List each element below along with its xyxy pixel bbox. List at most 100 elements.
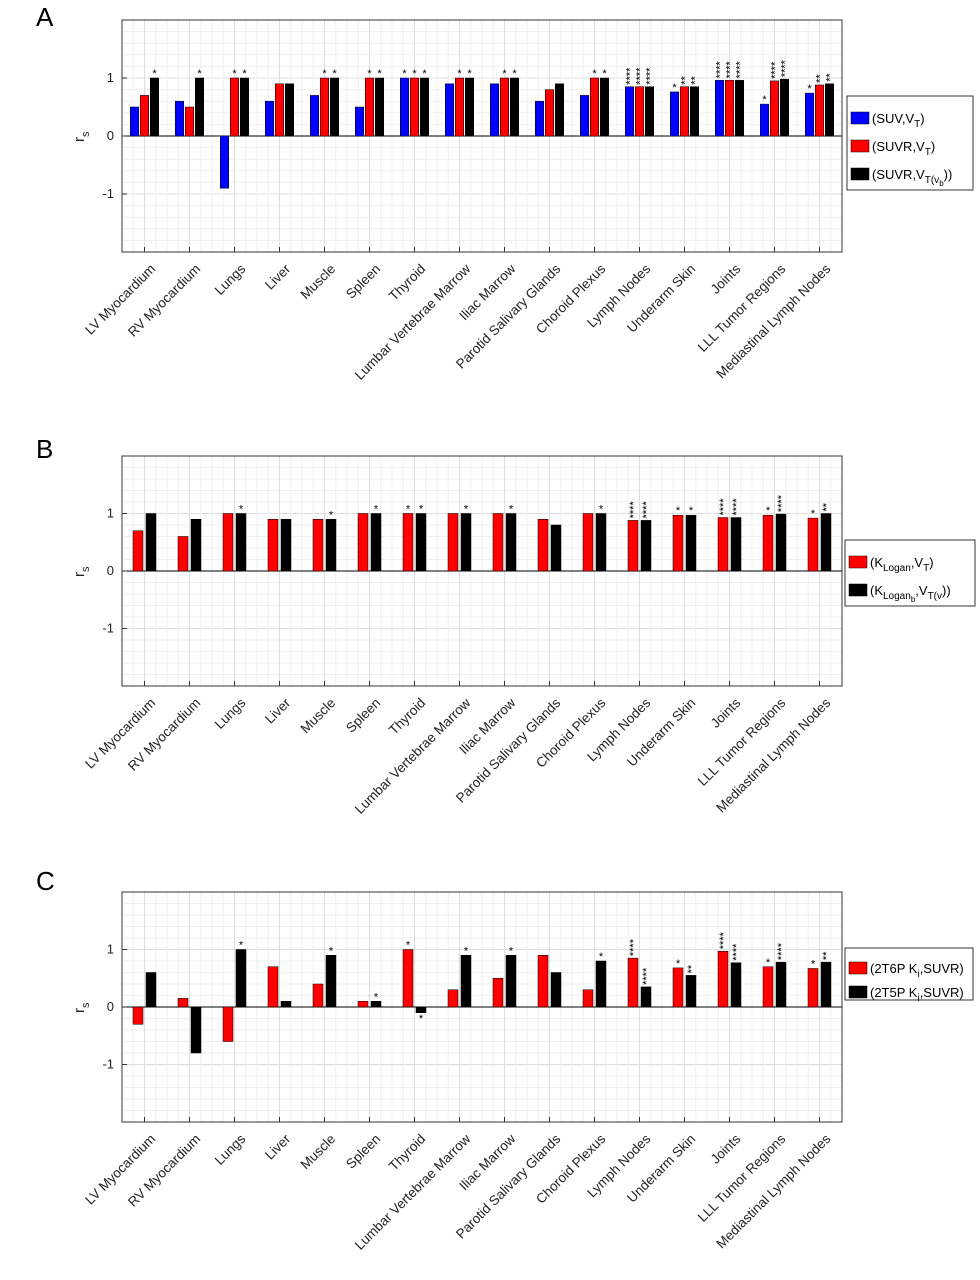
bar xyxy=(595,513,607,572)
bar xyxy=(177,536,189,572)
bar xyxy=(265,100,274,137)
bar xyxy=(420,77,429,137)
bar xyxy=(355,106,364,137)
bar xyxy=(582,513,594,572)
significance-star: * xyxy=(457,68,462,80)
bar xyxy=(460,955,472,1008)
significance-star: ** xyxy=(824,73,836,82)
bar xyxy=(580,95,589,137)
bar xyxy=(235,949,247,1008)
bar xyxy=(185,106,194,137)
bar xyxy=(267,519,279,572)
bar xyxy=(312,519,324,572)
significance-star: * xyxy=(502,68,507,80)
category-label: Lungs xyxy=(212,1131,249,1168)
category-label: Liver xyxy=(262,695,294,727)
bar xyxy=(640,520,652,572)
bar xyxy=(132,530,144,572)
bar xyxy=(447,513,459,572)
bar xyxy=(145,513,157,572)
bar xyxy=(285,83,294,137)
bar xyxy=(402,513,414,572)
significance-star: * xyxy=(672,82,677,94)
bar xyxy=(222,1006,234,1042)
legend-entry: (SUVR,VT) xyxy=(872,139,935,158)
panel-letter: B xyxy=(36,434,53,464)
significance-star: **** xyxy=(628,938,640,956)
significance-star: * xyxy=(509,945,514,957)
category-label: Joints xyxy=(708,1131,744,1167)
bar xyxy=(150,77,159,137)
significance-star: ** xyxy=(814,74,826,83)
bar xyxy=(312,983,324,1008)
significance-star: **** xyxy=(769,61,781,79)
legend: (KLogan,VT) (KLoganb,VT(v)) xyxy=(844,539,976,607)
bar xyxy=(550,524,562,572)
bar xyxy=(627,520,639,572)
significance-star: * xyxy=(377,68,382,80)
bar xyxy=(815,84,824,137)
bar xyxy=(505,513,517,572)
significance-star: ** xyxy=(686,964,698,973)
significance-star: * xyxy=(402,68,407,80)
bar xyxy=(625,86,634,137)
significance-star: * xyxy=(467,68,472,80)
bar xyxy=(725,80,734,137)
legend-swatch xyxy=(848,985,868,999)
y-tick-label: -1 xyxy=(102,621,114,636)
significance-star: * xyxy=(152,68,157,80)
bar xyxy=(645,86,654,137)
legend-swatch xyxy=(850,139,870,153)
bar xyxy=(145,972,157,1008)
bar xyxy=(175,100,184,137)
significance-star: * xyxy=(464,945,469,957)
bar xyxy=(325,955,337,1008)
bar xyxy=(775,513,787,572)
bar xyxy=(770,80,779,137)
bar xyxy=(492,978,504,1008)
bar xyxy=(267,966,279,1008)
significance-star: **** xyxy=(641,501,653,519)
bar xyxy=(600,77,609,137)
bar xyxy=(590,77,599,137)
significance-star: **** xyxy=(644,67,656,85)
significance-star: * xyxy=(676,505,681,517)
bar xyxy=(762,514,774,572)
y-tick-label: 1 xyxy=(107,506,114,521)
bar xyxy=(230,77,239,137)
bar xyxy=(220,135,229,189)
bar xyxy=(140,95,149,137)
bar xyxy=(455,77,464,137)
category-label: Liver xyxy=(262,1131,294,1163)
bar xyxy=(465,77,474,137)
significance-star: * xyxy=(512,68,517,80)
bar xyxy=(820,513,832,572)
bar xyxy=(685,975,697,1008)
significance-star: * xyxy=(329,509,334,521)
y-axis-label: rs xyxy=(71,566,92,577)
category-label: Thyroid xyxy=(386,261,428,303)
legend-swatch xyxy=(850,167,870,181)
bar xyxy=(130,106,139,137)
bar xyxy=(132,1006,144,1025)
significance-star: * xyxy=(374,504,379,516)
significance-star: * xyxy=(602,68,607,80)
significance-star: * xyxy=(762,94,767,106)
y-tick-label: 0 xyxy=(107,999,114,1014)
bar xyxy=(320,77,329,137)
significance-star: * xyxy=(676,958,681,970)
bar xyxy=(400,77,409,137)
category-label: LLL Tumor Regions xyxy=(695,695,789,789)
bar xyxy=(222,513,234,572)
bar xyxy=(715,80,724,137)
category-label: Spleen xyxy=(343,1131,383,1171)
significance-star: **** xyxy=(776,494,788,512)
bar xyxy=(780,78,789,137)
bar xyxy=(640,986,652,1008)
bar xyxy=(717,517,729,572)
bar xyxy=(490,83,499,137)
significance-star: * xyxy=(239,940,244,952)
bar xyxy=(460,513,472,572)
bar xyxy=(582,989,594,1008)
bar xyxy=(595,960,607,1008)
